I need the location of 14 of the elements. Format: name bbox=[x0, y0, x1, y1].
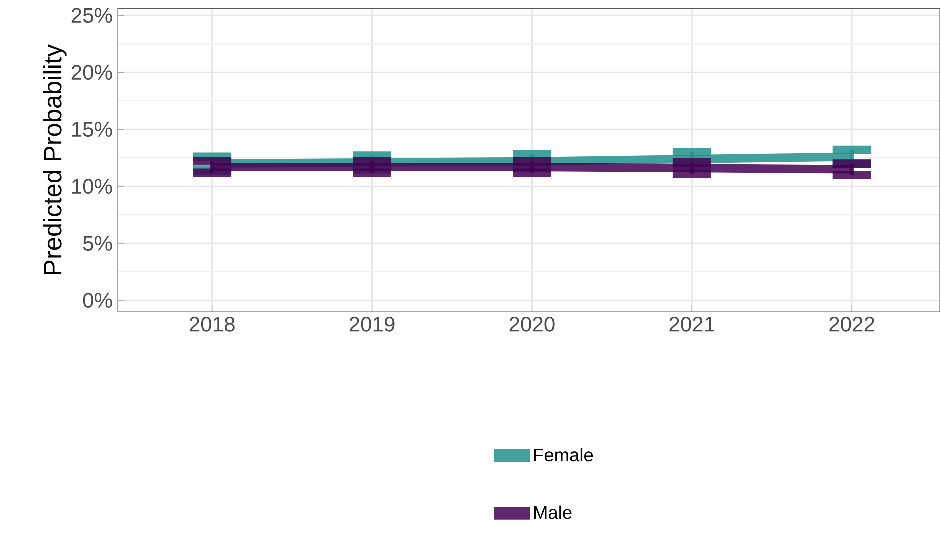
x-tick-label: 2021 bbox=[670, 316, 715, 332]
x-tick-label: 2019 bbox=[350, 316, 395, 332]
y-tick-label: 15% bbox=[72, 122, 112, 138]
x-tick-label: 2020 bbox=[510, 316, 555, 332]
y-tick-label: 5% bbox=[83, 236, 112, 252]
y-tick-label: 20% bbox=[72, 65, 112, 80]
y-tick-label: 25% bbox=[72, 8, 112, 24]
y-tick-label: 0% bbox=[83, 293, 112, 308]
legend-label: Female bbox=[534, 448, 594, 462]
x-tick-label: 2022 bbox=[830, 316, 874, 332]
y-tick-label: 10% bbox=[72, 179, 112, 194]
x-tick-label: 2018 bbox=[190, 316, 235, 332]
legend-label: Male bbox=[534, 506, 572, 520]
y-axis-title: Predicted Probability bbox=[43, 44, 67, 274]
